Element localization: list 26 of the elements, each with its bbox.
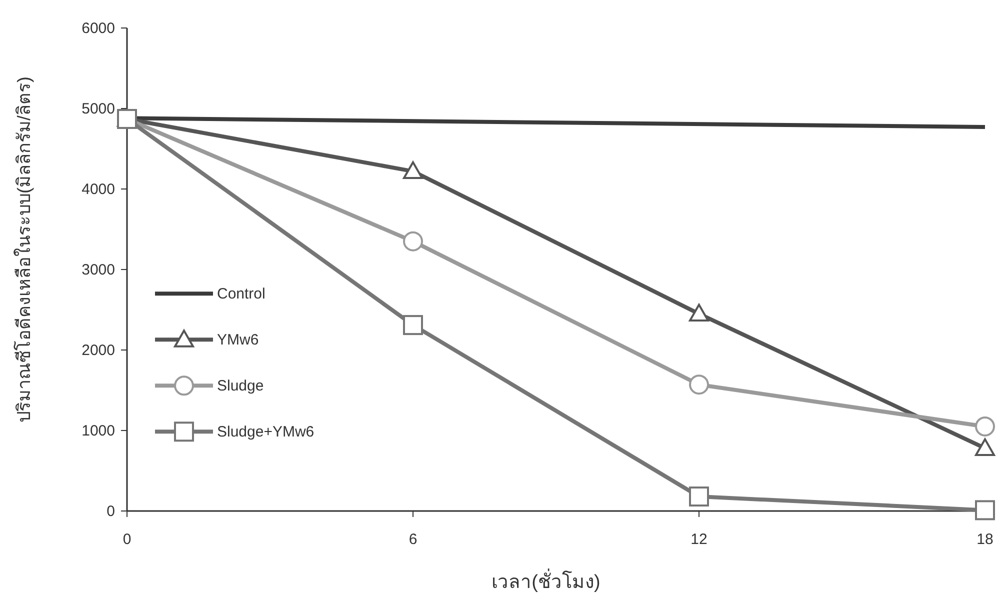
y-tick-label: 2000	[82, 342, 115, 359]
legend-label: YMw6	[217, 332, 259, 349]
point	[689, 304, 709, 322]
point	[689, 486, 709, 507]
legend-label: Sludge+YMw6	[217, 424, 314, 441]
point	[975, 500, 995, 520]
x-tick-label: 0	[122, 531, 132, 548]
point	[403, 161, 423, 180]
y-axis-title: ปริมาณซีโอดีคงเหลือในระบบ(มิลลิกรัม/ลิตร)	[13, 76, 34, 422]
legend-label: Control	[217, 286, 266, 303]
point	[975, 438, 995, 456]
x-tick-label: 6	[408, 531, 418, 548]
point	[689, 374, 709, 395]
y-tick-label: 0	[106, 503, 115, 520]
point	[975, 416, 995, 436]
y-tick-label: 5000	[82, 100, 115, 118]
y-tick-label: 6000	[82, 20, 115, 37]
y-tick-label: 1000	[82, 422, 115, 440]
point	[403, 231, 423, 252]
point	[403, 315, 423, 336]
y-tick-label: 3000	[82, 262, 115, 278]
x-tick-label: 18	[976, 531, 994, 548]
y-tick-label: 4000	[82, 181, 115, 198]
legend-label: Sludge	[217, 378, 264, 395]
x-axis-title: เวลา(ชั่วโมง)	[492, 568, 600, 593]
x-tick-label: 12	[690, 531, 708, 548]
